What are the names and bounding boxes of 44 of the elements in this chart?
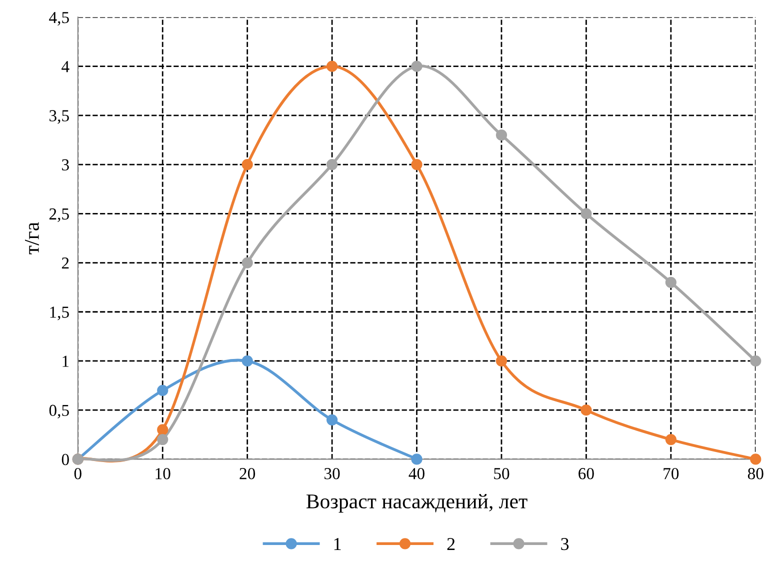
y-tick-label: 1,5 — [50, 306, 69, 320]
x-tick-label: 70 — [664, 468, 679, 480]
x-tick-label: 20 — [240, 468, 256, 480]
x-tick-label: 0 — [74, 468, 82, 480]
legend-label: 3 — [561, 538, 569, 550]
point — [326, 158, 338, 170]
y-tick-label: 1 — [62, 356, 69, 367]
x-tick-label: 30 — [324, 468, 340, 480]
y-tick-label: 2 — [62, 258, 69, 269]
point — [665, 434, 676, 446]
y-axis-title: т/га — [25, 222, 39, 254]
y-tick-label: 4 — [62, 61, 70, 72]
point — [326, 60, 338, 72]
point — [496, 130, 508, 141]
y-tick-label: 0 — [62, 454, 69, 466]
legend-label: 2 — [447, 538, 455, 550]
x-tick-label: 10 — [156, 468, 170, 480]
point — [750, 454, 762, 465]
point — [157, 384, 168, 396]
legend-label: 1 — [334, 538, 341, 550]
point — [580, 404, 592, 416]
point — [242, 355, 253, 367]
point — [750, 355, 762, 367]
y-tick-label: 2,5 — [49, 208, 69, 222]
x-tick-label: 40 — [408, 468, 424, 480]
y-tick-label: 3,5 — [50, 110, 69, 124]
point — [411, 454, 422, 465]
point — [242, 257, 253, 268]
point — [242, 158, 253, 170]
point — [326, 414, 338, 426]
point — [411, 60, 422, 72]
point — [580, 208, 592, 220]
x-tick-label: 80 — [748, 468, 764, 480]
y-tick-label: 4,5 — [49, 12, 69, 26]
y-tick-label: 0,5 — [49, 404, 69, 418]
x-tick-label: 60 — [578, 468, 594, 480]
point — [157, 434, 168, 446]
y-tick-label: 3 — [62, 159, 69, 170]
point — [157, 424, 168, 436]
point — [665, 276, 676, 288]
point — [411, 158, 422, 170]
point — [496, 355, 508, 367]
x-tick-label: 50 — [494, 468, 510, 480]
x-axis-title: Возраст насаждений, лет — [306, 494, 528, 513]
